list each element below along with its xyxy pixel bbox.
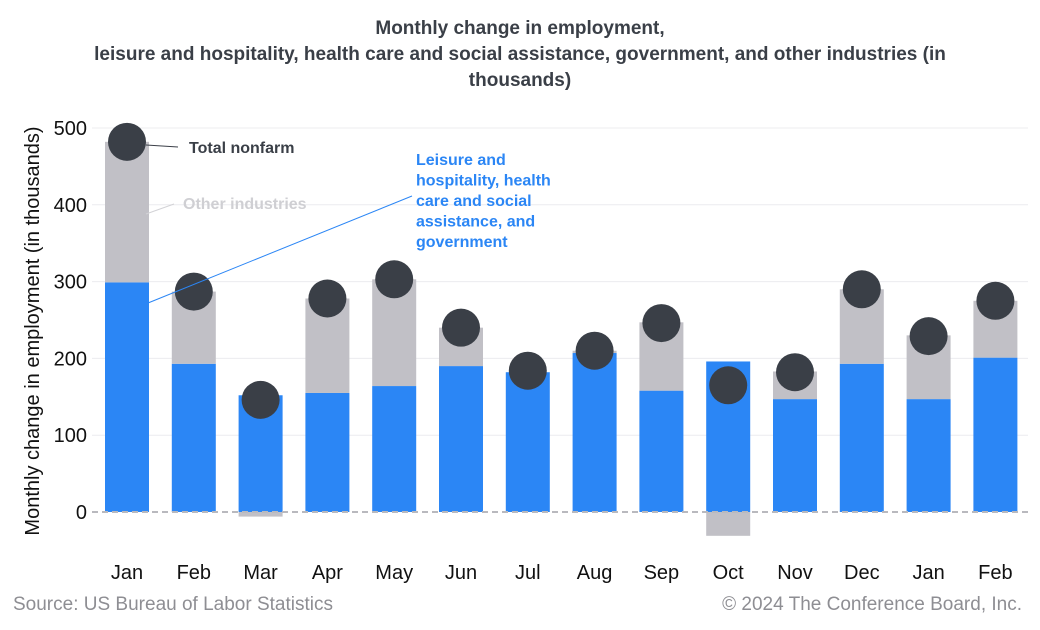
x-tick-label: Jul: [515, 562, 541, 584]
dot-total-2: [241, 380, 280, 419]
bar-leisure-8: [639, 390, 684, 512]
dot-total-1: [174, 272, 213, 311]
annotations: Total nonfarm Other industries Leisure and…: [145, 140, 551, 304]
annotation-line-total: [145, 144, 179, 148]
x-tick-label: Feb: [978, 562, 1012, 584]
y-tick-label: 400: [54, 195, 87, 217]
y-tick-label: 0: [76, 502, 87, 524]
bar-leisure-5: [439, 366, 483, 512]
y-axis: 0 100 200 300 400 500: [54, 118, 87, 524]
annotation-leisure-line: assistance, and: [416, 214, 535, 231]
dot-total-5: [442, 308, 480, 347]
dot-total-6: [508, 351, 547, 390]
source-note: Source: US Bureau of Labor Statistics: [13, 594, 333, 615]
bar-other-2: [238, 512, 283, 517]
bar-leisure-0: [105, 282, 149, 512]
dot-total-11: [842, 270, 881, 309]
chart-title-line-2: leisure and hospitality, health care and…: [94, 44, 946, 65]
annotation-leisure-line: care and social: [416, 193, 532, 210]
chart-title-line-3: thousands): [468, 70, 572, 91]
annotation-line-other: [145, 203, 175, 215]
bar-leisure-3: [305, 392, 350, 512]
x-tick-label: Apr: [312, 562, 343, 584]
annotation-leisure-line: government: [416, 234, 508, 251]
x-tick-label: Aug: [577, 562, 613, 584]
x-tick-label: Nov: [777, 562, 813, 584]
gridlines: [92, 127, 1028, 436]
dot-total-7: [575, 331, 614, 370]
bar-leisure-1: [171, 363, 216, 512]
x-tick-label: Jun: [445, 562, 477, 584]
annotation-leisure-line: hospitality, health: [416, 173, 551, 190]
dot-total-10: [776, 353, 814, 392]
annotation-leisure: Leisure and hospitality, health care and s…: [416, 152, 551, 251]
bar-other-9: [706, 512, 751, 536]
x-axis: Jan Feb Mar Apr May Jun Jul Aug Sep Oct Nov Dec Jan F…: [111, 562, 1013, 584]
bar-leisure-4: [372, 386, 417, 512]
chart-title-line-1: Monthly change in employment,: [375, 18, 665, 39]
y-tick-label: 300: [54, 272, 87, 294]
chart-title: Monthly change in employment, leisure an…: [0, 16, 1040, 94]
x-tick-label: Oct: [713, 562, 745, 584]
x-tick-label: Feb: [177, 562, 211, 584]
bar-leisure-12: [906, 399, 951, 512]
annotation-leisure-line: Leisure and: [416, 152, 506, 169]
x-tick-label: Dec: [844, 562, 880, 584]
bar-leisure-13: [973, 357, 1018, 512]
dot-total-13: [976, 281, 1015, 320]
bar-other-0: [105, 141, 149, 283]
y-tick-label: 200: [54, 348, 87, 370]
bars: [105, 122, 1018, 536]
bar-leisure-6: [505, 372, 550, 512]
x-tick-label: Mar: [243, 562, 278, 584]
y-axis-label: Monthly change in employment (in thousan…: [22, 126, 44, 535]
bar-leisure-10: [773, 399, 817, 512]
bar-leisure-11: [839, 363, 884, 512]
dot-total-0: [108, 122, 146, 161]
x-tick-label: Sep: [644, 562, 680, 584]
dot-total-12: [909, 317, 948, 356]
x-tick-label: May: [375, 562, 413, 584]
annotation-total: Total nonfarm: [189, 140, 294, 157]
bar-leisure-7: [572, 353, 617, 512]
dot-total-8: [642, 304, 681, 343]
dot-total-3: [308, 279, 347, 318]
y-tick-label: 500: [54, 118, 87, 140]
annotation-line-leisure: [147, 195, 413, 304]
annotation-other: Other industries: [183, 196, 307, 213]
copyright-note: © 2024 The Conference Board, Inc.: [722, 594, 1022, 615]
y-tick-label: 100: [54, 425, 87, 447]
x-tick-label: Jan: [111, 562, 143, 584]
dot-total-4: [375, 260, 414, 299]
x-tick-label: Jan: [912, 562, 944, 584]
dot-total-9: [709, 366, 748, 405]
